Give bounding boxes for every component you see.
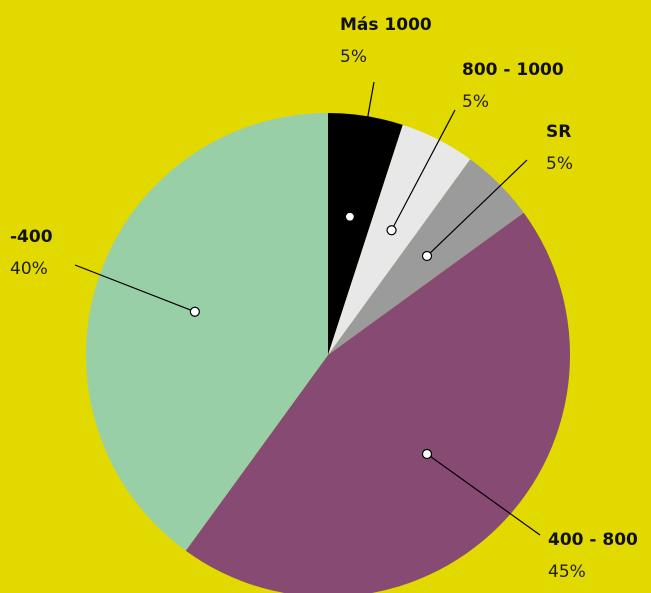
leader-dot [344, 211, 356, 222]
leader-line [391, 109, 456, 231]
slice-value: 5% [546, 154, 573, 174]
slice-value: 5% [462, 92, 489, 112]
pie-slice [86, 113, 328, 551]
slice-name: 800 - 1000 [462, 60, 564, 80]
slice-value: 45% [548, 562, 586, 582]
leader-line [74, 264, 196, 313]
leader-line [426, 453, 541, 536]
pie-slice [185, 212, 570, 593]
slice-name: SR [546, 122, 571, 142]
pie-slice [328, 124, 471, 355]
pie-slice [328, 113, 403, 355]
leader-line [426, 159, 528, 257]
leader-dot [421, 448, 433, 460]
slice-name: Más 1000 [340, 15, 432, 35]
slice-value: 40% [10, 259, 48, 279]
slice-name: 400 - 800 [548, 530, 638, 550]
leader-line [349, 81, 375, 217]
slice-value: 5% [340, 47, 367, 67]
slice-name: -400 [10, 227, 53, 247]
leader-dot [189, 306, 200, 317]
leader-dot [421, 250, 433, 262]
leader-dot [386, 225, 397, 236]
